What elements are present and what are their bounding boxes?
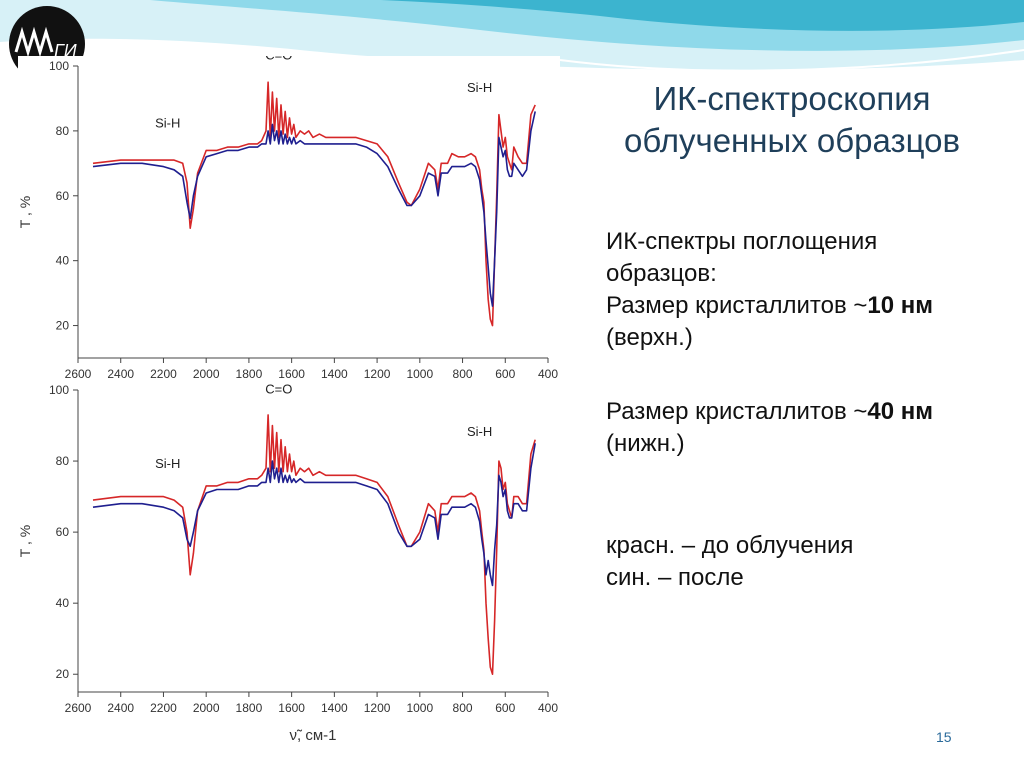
color-legend: красн. – до облучения син. – после [606,530,853,594]
y-axis-label: T , % [18,196,33,228]
x-tick-label: 2600 [65,367,92,381]
desc-line-1: ИК-спектры поглощения [606,228,878,255]
description-top: ИК-спектры поглощения образцов: Размер к… [606,226,933,354]
x-tick-label: 1000 [406,367,433,381]
page-number: 15 [936,729,952,745]
x-tick-label: 600 [495,701,515,715]
desc-line-3: Размер кристаллитов ~10 нм [606,290,933,322]
x-tick-label: 1600 [278,701,305,715]
y-tick-label: 80 [56,124,70,138]
y-tick-label: 80 [56,454,70,468]
peak-annotation: Si-H [155,116,180,131]
x-tick-label: 2400 [107,367,134,381]
x-tick-label: 600 [495,367,515,381]
desc2-size-label: Размер кристаллитов ~ [606,398,868,425]
y-tick-label: 60 [56,525,70,539]
legend-blue-text: син. – после [606,564,744,591]
title-line-1: ИК-спектроскопия [653,80,931,117]
slide-title: ИК-спектроскопия облученных образцов [572,78,1012,162]
y-tick-label: 100 [49,59,69,73]
title-line-2: облученных образцов [623,122,961,159]
x-tick-label: 1800 [236,701,263,715]
x-tick-label: 400 [538,367,558,381]
desc-line-2: образцов: [606,260,717,287]
y-tick-label: 40 [56,596,70,610]
x-tick-label: 1600 [278,367,305,381]
series-line-blue [92,443,536,587]
x-axis-label: ν̃, см-1 [290,727,337,744]
y-tick-label: 40 [56,254,70,268]
peak-annotation: Si-H [155,456,180,471]
x-tick-label: 1200 [364,367,391,381]
x-tick-label: 1400 [321,367,348,381]
x-tick-label: 800 [453,701,473,715]
y-tick-label: 100 [49,383,69,397]
wave-line [559,49,1024,72]
desc-size-value: 10 нм [867,292,934,319]
x-tick-label: 2200 [150,701,177,715]
legend-red-text: красн. – до облучения [606,532,854,559]
x-tick-label: 800 [453,367,473,381]
description-bottom: Размер кристаллитов ~40 нм (нижн.) [606,396,933,460]
series-line-blue [92,111,536,307]
x-tick-label: 2000 [193,367,220,381]
x-tick-label: 1800 [236,367,263,381]
chart-top-10nm: 20 40 60 80 100 2600 2400 2200 2000 1800 1600 1400 1… [18,56,558,381]
desc2-size-value: 40 нм [867,398,934,425]
header-waves [0,0,1024,79]
desc-size-label: Размер кристаллитов ~ [606,292,868,319]
x-tick-label: 2600 [65,701,92,715]
y-tick-label: 20 [56,667,70,681]
wave-dark [380,0,1024,31]
peak-annotation: C=O [265,382,292,397]
y-tick-label: 20 [56,319,70,333]
x-tick-label: 1000 [406,701,433,715]
peak-annotation: C=O [265,56,292,63]
x-tick-label: 1200 [364,701,391,715]
y-axis-label: T , % [18,525,33,557]
x-tick-label: 2400 [107,701,134,715]
desc2-line-1: Размер кристаллитов ~40 нм [606,396,933,428]
desc2-line-2: (нижн.) [606,430,685,457]
chart-bottom-40nm: 20 40 60 80 100 2600 2400 2200 2000 1800 1600 1400 1… [18,382,558,744]
y-tick-label: 60 [56,189,70,203]
x-tick-label: 2000 [193,701,220,715]
peak-annotation: Si-H [467,424,492,439]
peak-annotation: Si-H [467,80,492,95]
x-tick-label: 2200 [150,367,177,381]
ir-spectra-charts: 20 40 60 80 100 2600 2400 2200 2000 1800 1600 1400 1… [18,56,560,756]
series-line-red [92,414,536,675]
wave-line-2 [639,63,1024,79]
x-tick-label: 400 [538,701,558,715]
desc-line-4: (верхн.) [606,324,693,351]
x-tick-label: 1400 [321,701,348,715]
